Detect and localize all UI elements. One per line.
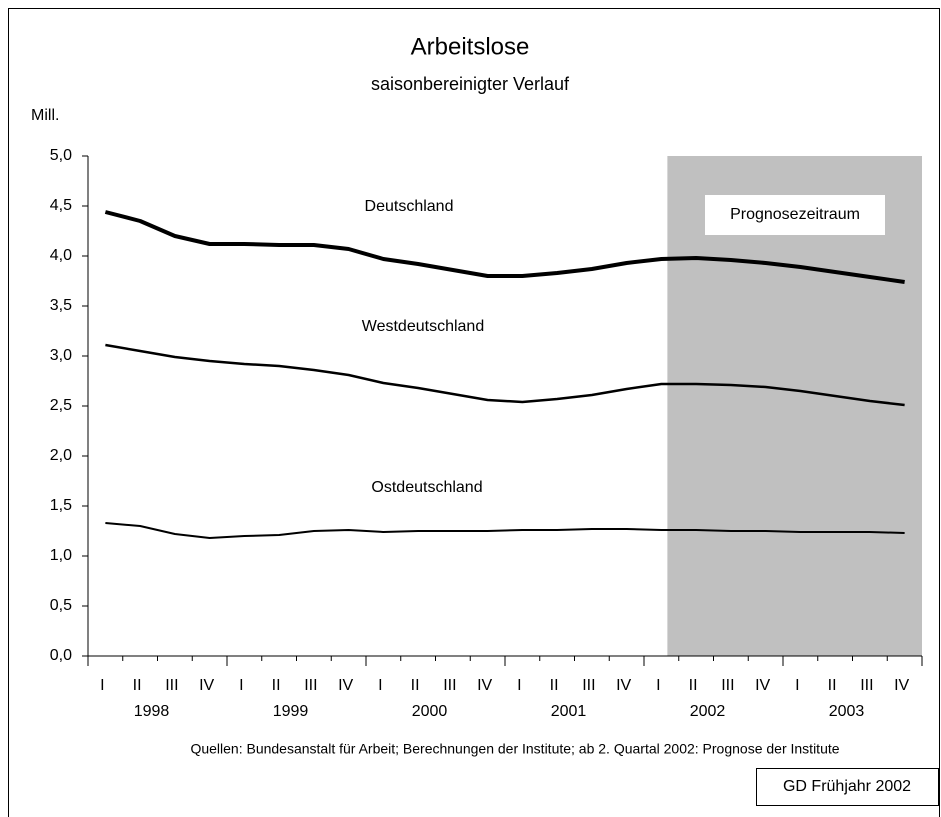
x-tick-label: III [304, 677, 317, 694]
chart-subtitle: saisonbereinigter Verlauf [371, 74, 570, 94]
y-tick-label: 5,0 [50, 147, 72, 164]
y-tick-label: 1,5 [50, 497, 72, 514]
x-tick-label: III [860, 677, 873, 694]
x-tick-label: I [795, 677, 799, 694]
x-tick-label: III [443, 677, 456, 694]
x-tick-label: I [378, 677, 382, 694]
badge: GD Frühjahr 2002 [783, 778, 911, 795]
frame [8, 8, 940, 817]
x-tick-label: IV [894, 677, 909, 694]
y-tick-label: 2,0 [50, 447, 72, 464]
y-tick-label: 3,0 [50, 347, 72, 364]
x-tick-label: IV [338, 677, 353, 694]
x-tick-label: I [239, 677, 243, 694]
forecast-label-box [705, 195, 885, 235]
x-tick-label: I [517, 677, 521, 694]
series-label: Westdeutschland [362, 318, 484, 335]
x-tick-label: IV [755, 677, 770, 694]
year-label: 1999 [273, 703, 309, 720]
x-tick-label: II [133, 677, 142, 694]
x-tick-label: I [656, 677, 660, 694]
y-axis-label: Mill. [31, 107, 59, 124]
x-tick-label: III [165, 677, 178, 694]
x-tick-label: III [582, 677, 595, 694]
x-tick-label: II [689, 677, 698, 694]
series-line [105, 343, 905, 407]
y-tick-label: 0,0 [50, 647, 72, 664]
y-tick-label: 2,5 [50, 397, 72, 414]
series-label: Ostdeutschland [371, 479, 482, 496]
series-line [105, 522, 905, 539]
x-tick-label: I [100, 677, 104, 694]
year-label: 2000 [412, 703, 448, 720]
x-tick-label: IV [477, 677, 492, 694]
x-tick-label: IV [616, 677, 631, 694]
forecast-region [667, 156, 922, 656]
x-tick-label: II [828, 677, 837, 694]
series-line [104, 210, 905, 284]
y-tick-label: 4,5 [50, 197, 72, 214]
y-tick-label: 0,5 [50, 597, 72, 614]
x-tick-label: III [721, 677, 734, 694]
forecast-label: Prognosezeitraum [730, 206, 860, 223]
badge-box [756, 768, 939, 806]
y-tick-label: 3,5 [50, 297, 72, 314]
x-tick-label: II [550, 677, 559, 694]
source-note: Quellen: Bundesanstalt für Arbeit; Berec… [190, 741, 839, 757]
x-tick-label: II [411, 677, 420, 694]
year-label: 2003 [829, 703, 865, 720]
year-label: 1998 [134, 703, 170, 720]
series-label: Deutschland [365, 198, 454, 215]
x-tick-label: II [272, 677, 281, 694]
year-label: 2001 [551, 703, 587, 720]
y-tick-label: 1,0 [50, 547, 72, 564]
y-tick-label: 4,0 [50, 247, 72, 264]
x-tick-label: IV [199, 677, 214, 694]
chart-title: Arbeitslose [411, 33, 530, 60]
year-label: 2002 [690, 703, 726, 720]
